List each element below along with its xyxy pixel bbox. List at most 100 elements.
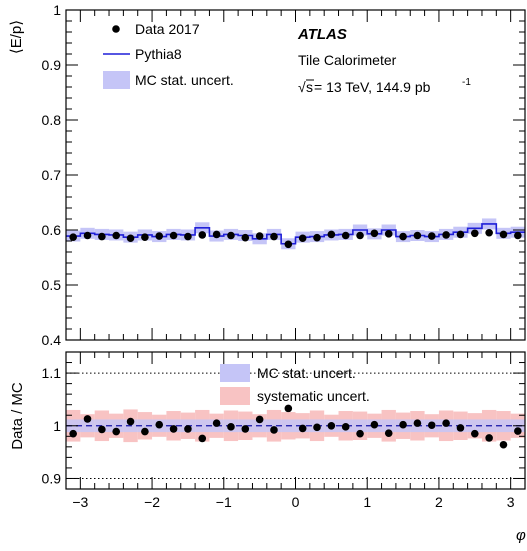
data-point xyxy=(413,231,422,240)
ratio-data-point xyxy=(198,434,207,443)
data-point xyxy=(169,231,178,240)
data-point xyxy=(327,230,336,239)
ratio-data-point xyxy=(341,423,350,431)
ratio-legend-syst-label: systematic uncert. xyxy=(257,388,370,404)
data-point xyxy=(298,234,307,243)
ratio-legend-syst-swatch xyxy=(220,387,250,405)
x-tick-label: 3 xyxy=(507,494,515,510)
data-point xyxy=(514,231,522,240)
data-point xyxy=(83,231,92,240)
ratio-x-ticks: −3 −2 −1 0 1 2 3 xyxy=(65,352,526,510)
legend-data-label: Data 2017 xyxy=(135,21,200,37)
data-point xyxy=(442,231,450,239)
x-tick-label: −2 xyxy=(144,494,160,510)
ratio-data-point xyxy=(83,415,92,423)
ratio-data-point xyxy=(126,417,135,426)
ratio-y-ticks: 0.9 1 1.1 xyxy=(42,351,525,490)
data-point xyxy=(370,229,379,238)
main-y-tick-label: 0.9 xyxy=(42,57,62,73)
ratio-data-point xyxy=(370,420,379,429)
ratio-data-point xyxy=(255,415,264,424)
ratio-data-point xyxy=(284,404,293,413)
ratio-mc-stat-band-bin xyxy=(496,419,511,433)
ratio-panel: 0.9 1 1.1 −3 −2 −1 0 1 2 3 Data / MC φ MC stat. … xyxy=(9,351,526,544)
ratio-data-point xyxy=(155,420,164,429)
ratio-data-point xyxy=(499,440,508,449)
main-y-tick-label: 0.7 xyxy=(42,167,62,183)
ratio-data-point xyxy=(270,426,278,434)
ratio-data-point xyxy=(399,420,407,429)
x-axis-label: φ xyxy=(516,527,526,544)
energy-lumi-label: √ s = 13 TeV, 144.9 pb -1 xyxy=(298,77,471,95)
x-tick-label: −3 xyxy=(72,494,88,510)
x-tick-label: 2 xyxy=(435,494,443,510)
data-point xyxy=(112,231,121,240)
data-point xyxy=(456,230,465,239)
ratio-data-point xyxy=(241,425,250,433)
main-y-ticks: 0.4 0.5 0.6 0.7 0.8 0.9 1 xyxy=(42,2,525,348)
ratio-data-point xyxy=(227,423,235,431)
ratio-data-point xyxy=(442,419,450,427)
ratio-data-point xyxy=(384,429,393,437)
ratio-y-axis-label: Data / MC xyxy=(9,382,26,450)
ratio-data-point xyxy=(327,421,336,430)
ratio-data-point xyxy=(485,434,493,442)
mc-stat-band xyxy=(66,218,525,250)
data-point xyxy=(126,234,135,243)
legend-pythia8-label: Pythia8 xyxy=(135,46,182,62)
data-point xyxy=(485,228,493,237)
ratio-y-tick-label: 1 xyxy=(53,418,61,434)
ratio-data-point xyxy=(514,427,522,435)
lumi-exponent: -1 xyxy=(462,77,471,88)
lumi-text: = 13 TeV, 144.9 pb xyxy=(314,79,431,95)
data-point xyxy=(184,232,192,241)
ratio-mc-stat-band-bin xyxy=(467,419,482,433)
ratio-legend-mcstat-swatch xyxy=(220,364,250,382)
ratio-data-point xyxy=(427,421,436,430)
ratio-data-point xyxy=(212,419,221,427)
main-legend: Data 2017 Pythia8 MC stat. uncert. xyxy=(103,21,234,89)
legend-mcstat-label: MC stat. uncert. xyxy=(135,72,234,88)
main-y-tick-label: 1 xyxy=(53,2,61,18)
ratio-mc-stat-band-bin xyxy=(195,419,210,433)
ratio-y-tick-label: 0.9 xyxy=(42,470,62,486)
main-y-axis-label: ⟨E/p⟩ xyxy=(8,20,25,54)
x-tick-label: −1 xyxy=(216,494,232,510)
data-point xyxy=(427,232,436,240)
ratio-data-point xyxy=(184,425,192,433)
data-point xyxy=(155,232,164,240)
data-point xyxy=(499,230,508,239)
ratio-data-point xyxy=(456,424,465,432)
ratio-data-point xyxy=(413,419,422,427)
data-point xyxy=(198,231,207,239)
x-tick-label: 1 xyxy=(363,494,371,510)
data-point xyxy=(212,230,221,239)
data-point xyxy=(255,232,264,240)
ratio-data-markers xyxy=(69,404,522,449)
main-y-tick-label: 0.6 xyxy=(42,222,62,238)
ratio-mc-stat-band-bin xyxy=(137,419,153,433)
data-point xyxy=(69,233,77,241)
data-2017-markers xyxy=(69,228,522,249)
energy-symbol: s xyxy=(306,79,313,95)
data-point xyxy=(470,229,479,238)
ratio-data-point xyxy=(69,429,77,438)
main-y-tick-label: 0.8 xyxy=(42,112,62,128)
main-y-tick-label: 0.4 xyxy=(42,332,62,348)
detector-label: Tile Calorimeter xyxy=(298,52,397,68)
data-point xyxy=(98,232,106,241)
data-point xyxy=(384,230,393,238)
atlas-label: ATLAS xyxy=(297,26,347,43)
ratio-data-point xyxy=(313,423,321,432)
main-panel: 0.4 0.5 0.6 0.7 0.8 0.9 1 ⟨E/p⟩ Data 2017 Pyth… xyxy=(8,2,526,348)
data-point xyxy=(399,232,407,241)
data-point xyxy=(341,231,350,240)
data-point xyxy=(313,233,321,242)
ratio-legend-mcstat-label: MC stat. uncert. xyxy=(257,365,356,381)
main-x-ticks xyxy=(65,10,526,340)
data-point xyxy=(356,231,364,240)
ratio-data-point xyxy=(112,427,121,436)
ratio-data-point xyxy=(298,424,307,433)
x-tick-label: 0 xyxy=(292,494,300,510)
